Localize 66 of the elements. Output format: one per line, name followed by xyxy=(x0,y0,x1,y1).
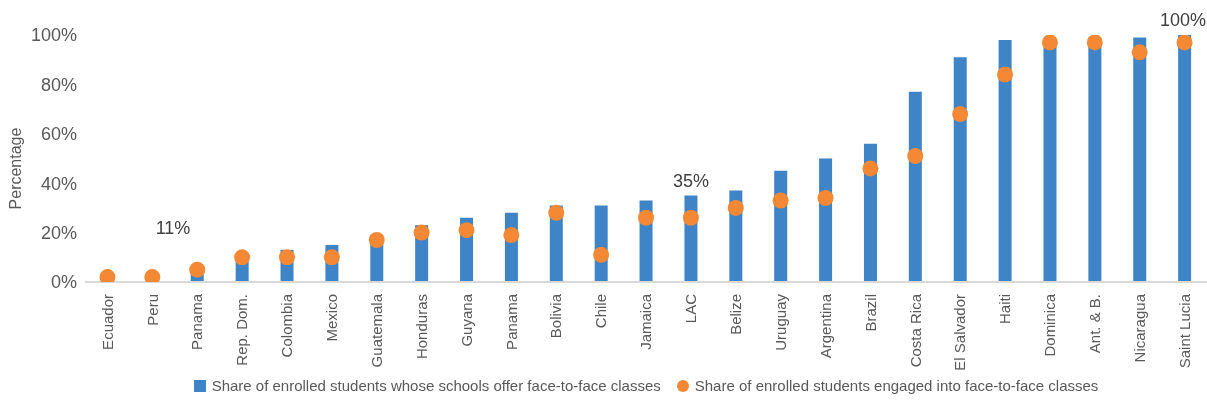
point xyxy=(548,204,565,221)
y-tick-label: 100% xyxy=(30,25,77,46)
point xyxy=(278,249,295,266)
x-tick-label: Ecuador xyxy=(98,294,116,350)
point xyxy=(907,148,924,165)
point xyxy=(638,209,654,226)
point xyxy=(817,190,834,207)
data-label: 35% xyxy=(672,170,709,191)
x-tick-label: Panama xyxy=(502,293,520,350)
x-tick-label: Belize xyxy=(727,294,745,335)
x-tick-label: Brazil xyxy=(861,294,879,332)
x-tick-label: Nicaragua xyxy=(1130,293,1148,363)
x-tick-label: Costa Rica xyxy=(906,293,924,368)
annotation: 11% xyxy=(155,218,191,238)
bar xyxy=(998,39,1012,282)
point xyxy=(682,209,699,226)
point xyxy=(503,227,520,244)
point xyxy=(458,222,475,239)
y-tick-label: 80% xyxy=(40,74,77,95)
x-tick-label: Chile xyxy=(592,294,610,329)
point xyxy=(1131,44,1148,61)
x-tick-label: Jamaica xyxy=(637,293,655,350)
legend-label: Share of enrolled students engaged into face-to-face classes xyxy=(694,377,1099,394)
y-tick-label: 60% xyxy=(40,124,77,145)
bar xyxy=(908,91,922,282)
x-tick-label: El Salvador xyxy=(951,294,969,371)
point xyxy=(727,199,744,216)
x-tick-label: Honduras xyxy=(412,294,430,360)
x-tick-label: Peru xyxy=(143,294,161,326)
y-axis-title: Percentage xyxy=(7,127,25,210)
point xyxy=(234,249,251,266)
point xyxy=(323,249,340,266)
point xyxy=(1086,35,1103,51)
data-label: 100% xyxy=(1159,9,1207,30)
x-tick-label: Mexico xyxy=(323,294,341,342)
x-tick-label: Argentina xyxy=(816,293,834,359)
bar xyxy=(1133,37,1147,282)
y-tick-label: 40% xyxy=(40,173,77,194)
x-tick-label: Rep. Dom. xyxy=(233,294,251,366)
x-tick-label: Dominica xyxy=(1041,293,1059,357)
point xyxy=(772,192,789,209)
x-tick-label: Guatemala xyxy=(367,293,385,368)
y-tick-label: 0% xyxy=(50,272,77,293)
x-tick-label: Guyana xyxy=(457,293,475,347)
x-tick-label: LAC xyxy=(682,293,700,324)
point xyxy=(952,106,969,123)
legend-label: Share of enrolled students whose schools offer face-to-face classes xyxy=(211,377,661,394)
x-tick-label: Ant. & B. xyxy=(1086,294,1104,354)
point xyxy=(593,246,610,263)
x-tick-label: Panama xyxy=(188,293,206,350)
point xyxy=(413,224,430,241)
bar xyxy=(1088,37,1102,282)
bar xyxy=(1178,35,1192,282)
x-tick-label: Haiti xyxy=(996,294,1014,325)
point xyxy=(997,66,1014,83)
y-tick-label: 20% xyxy=(40,222,77,243)
x-tick-label: Uruguay xyxy=(771,293,789,351)
bar xyxy=(953,57,967,282)
x-tick-label: Saint Lucia xyxy=(1175,293,1193,369)
x-tick-label: Colombia xyxy=(278,293,296,358)
point xyxy=(368,232,385,249)
point xyxy=(1041,35,1058,51)
x-tick-label: Bolivia xyxy=(547,293,565,339)
point xyxy=(862,160,879,177)
point xyxy=(1176,35,1193,51)
point xyxy=(189,261,206,278)
